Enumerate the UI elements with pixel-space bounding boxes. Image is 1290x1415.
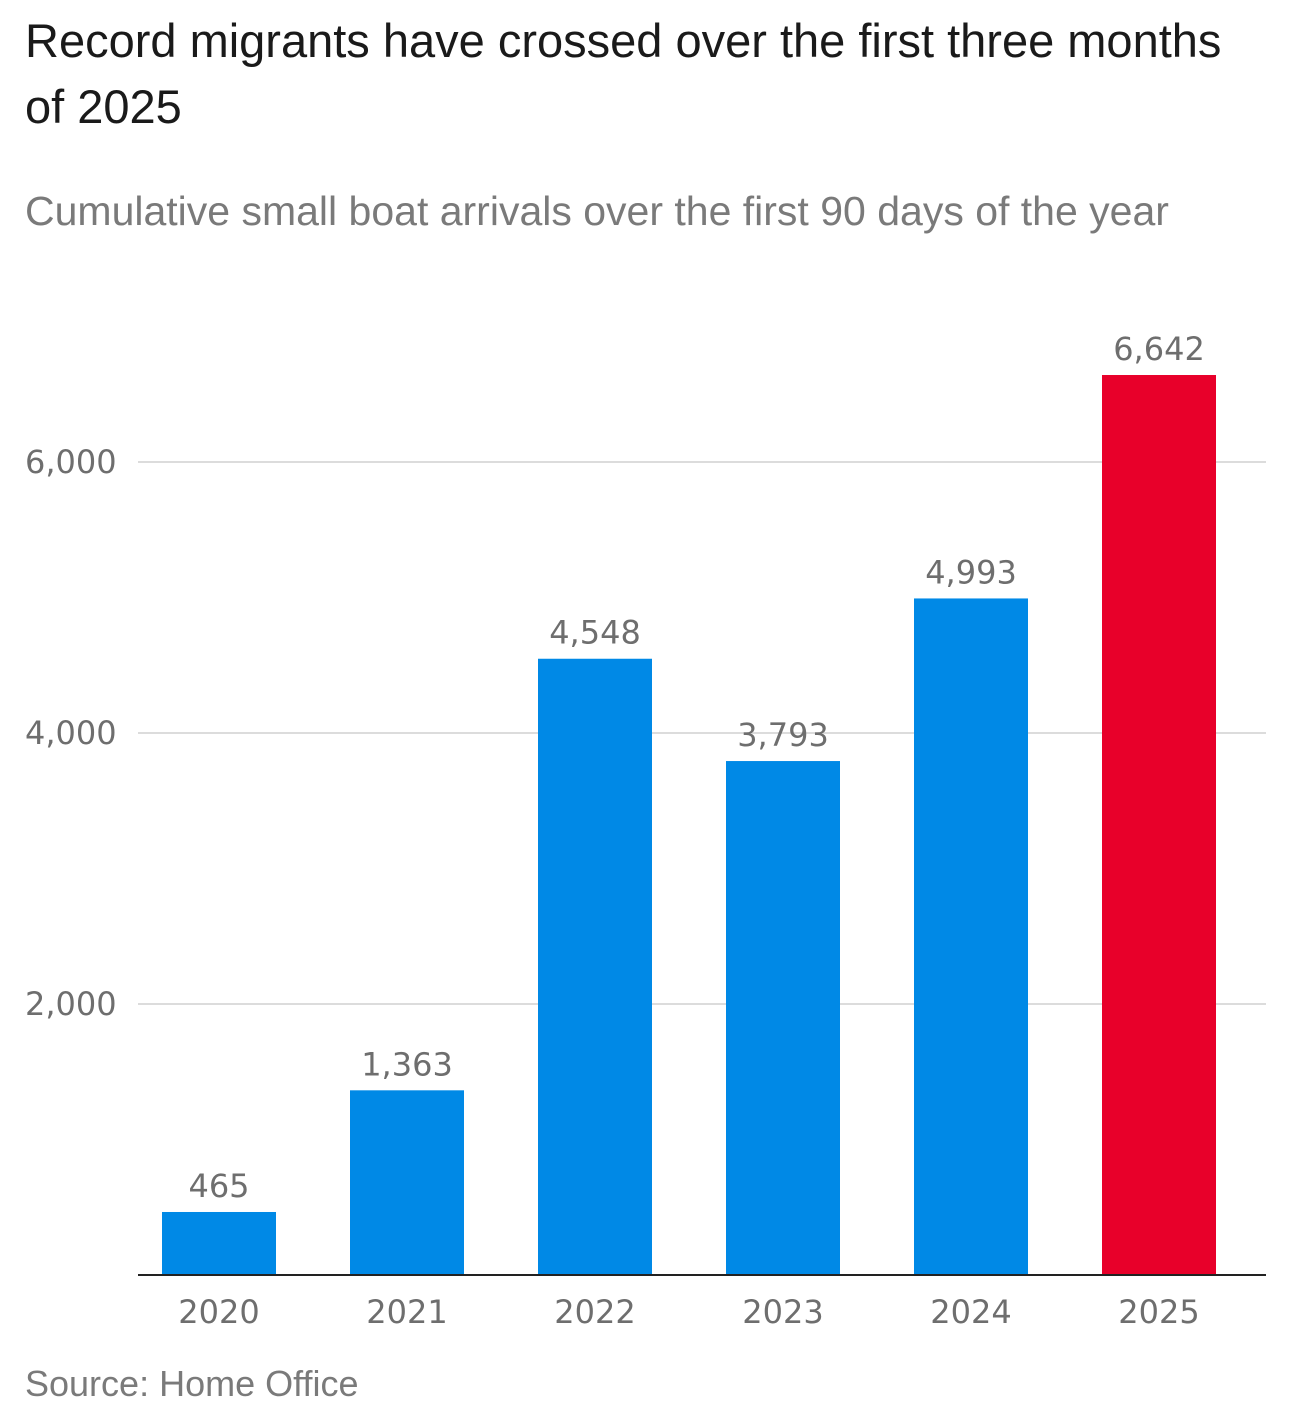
bar-2021 xyxy=(350,1090,464,1275)
data-label-2024: 4,993 xyxy=(925,553,1017,591)
data-label-2023: 3,793 xyxy=(737,716,829,754)
data-label-2020: 465 xyxy=(188,1167,249,1205)
x-tick-label-2021: 2021 xyxy=(366,1293,447,1331)
chart-subtitle: Cumulative small boat arrivals over the … xyxy=(25,188,1169,234)
x-tick-label-2024: 2024 xyxy=(930,1293,1011,1331)
bars xyxy=(162,375,1216,1275)
data-label-2025: 6,642 xyxy=(1113,330,1205,368)
x-tick-label-2025: 2025 xyxy=(1118,1293,1199,1331)
chart-title: Record migrants have crossed over the fi… xyxy=(25,14,1222,133)
bar-2020 xyxy=(162,1211,276,1275)
gridlines xyxy=(138,461,1266,1005)
data-label-2021: 1,363 xyxy=(361,1045,453,1083)
labels: 2,000 4,000 6,000 465 2020 1,363 2021 4,548 2022… xyxy=(25,330,1205,1331)
bar-2023 xyxy=(726,761,840,1275)
data-label-2022: 4,548 xyxy=(549,614,641,652)
bar-2022 xyxy=(538,658,652,1275)
y-tick-label: 2,000 xyxy=(25,985,117,1023)
y-tick-label: 4,000 xyxy=(25,714,117,752)
x-tick-label-2022: 2022 xyxy=(554,1293,635,1331)
bar-2025 xyxy=(1102,375,1216,1275)
x-tick-label-2020: 2020 xyxy=(178,1293,259,1331)
source-note: Source: Home Office xyxy=(25,1363,359,1404)
y-tick-label: 6,000 xyxy=(25,443,117,481)
x-tick-label-2023: 2023 xyxy=(742,1293,823,1331)
bar-2024 xyxy=(914,598,1028,1275)
